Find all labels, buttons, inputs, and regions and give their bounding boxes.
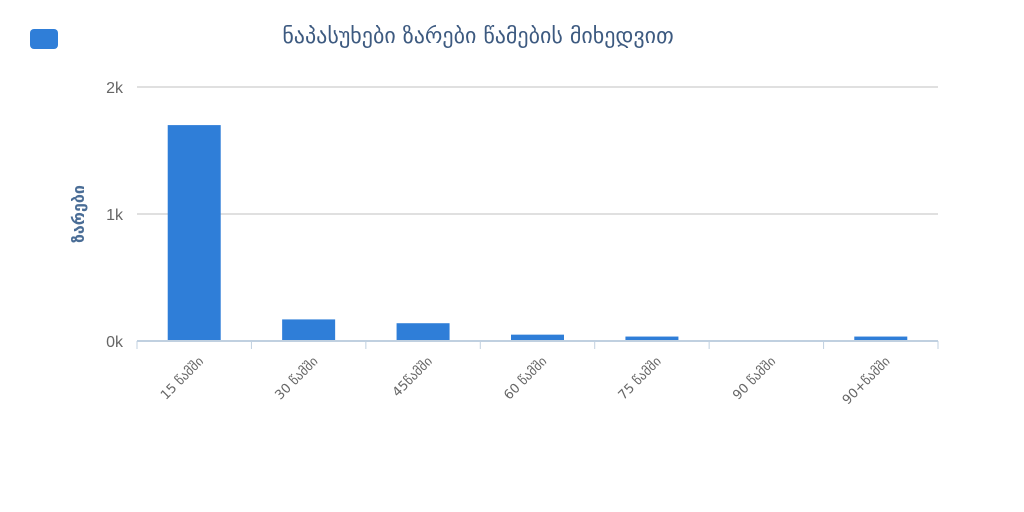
legend-swatch[interactable] (30, 29, 58, 49)
bars (167, 125, 908, 341)
bar[interactable] (854, 336, 908, 341)
bar[interactable] (511, 334, 564, 341)
x-tick-label: 75 წამში (616, 354, 665, 403)
grid (137, 86, 938, 215)
x-tick-label: 30 წამში (272, 354, 321, 403)
x-tick-label: 90+წამში (840, 354, 894, 408)
chart-title: ნაპასუხები ზარები წამების მიხედვით (282, 24, 673, 49)
y-tick-label: 0k (106, 334, 124, 351)
bar[interactable] (167, 125, 221, 341)
x-axis: 15 წამში 30 წამში 45წამში 60 წამში 75 წამში 9… (136, 340, 939, 408)
x-tick-label: 60 წამში (501, 354, 550, 403)
y-axis-ticks: 0k 1k 2k (106, 80, 124, 351)
y-tick-label: 2k (106, 80, 124, 97)
x-tick-label: 45წამში (390, 354, 436, 400)
x-tick-label: 90 წამში (730, 354, 779, 403)
y-tick-label: 1k (106, 207, 124, 224)
bar[interactable] (282, 319, 336, 341)
x-tick-label: 15 წამში (158, 354, 207, 403)
bar[interactable] (396, 323, 450, 341)
y-axis-label: ზარები (69, 185, 88, 243)
bar[interactable] (625, 336, 679, 341)
